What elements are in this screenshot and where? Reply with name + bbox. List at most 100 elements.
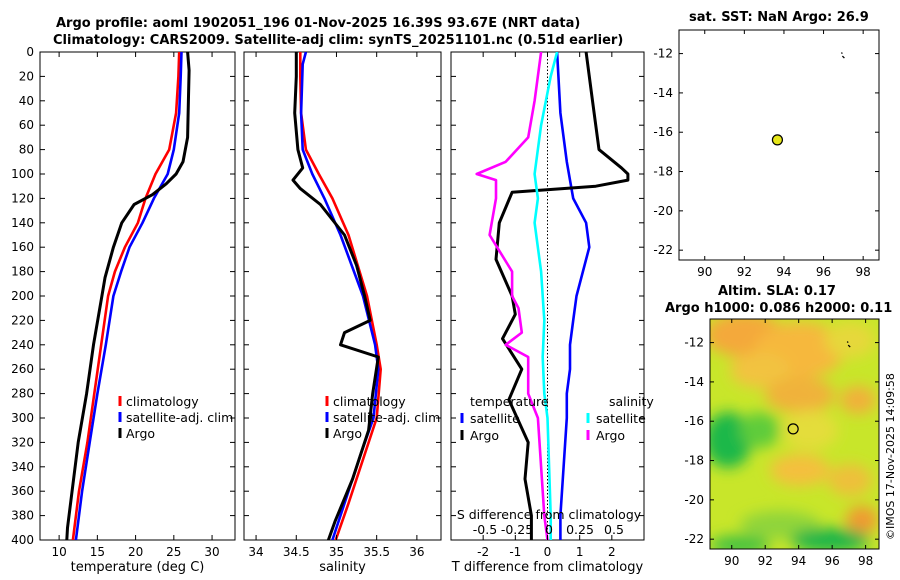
ytick-label: 100: [11, 167, 34, 181]
series-s-satellite: [533, 52, 559, 540]
xtick-label: 20: [128, 545, 143, 559]
series-argo: [291, 52, 380, 540]
difference-axes-frame: [450, 51, 645, 541]
map-ytick-label: -14: [653, 86, 673, 100]
sla-map-frame: [709, 318, 880, 550]
ytick-label: 280: [11, 387, 34, 401]
xtick-label: 10: [51, 545, 66, 559]
ytick-label: 300: [11, 411, 34, 425]
legend-label: satellite: [470, 411, 520, 426]
legend-title: salinity: [609, 394, 654, 409]
ytick-label: 0: [26, 45, 34, 59]
series-group: [291, 52, 383, 540]
legend-label: Argo: [596, 428, 625, 443]
legend-label: climatology: [333, 394, 406, 409]
map-xtick-label: 92: [737, 265, 752, 279]
ytick-label: 340: [11, 460, 34, 474]
x-axis-label: temperature (deg C): [71, 560, 205, 575]
salinity-difference-tick-label: 0: [545, 522, 553, 537]
ytick-label: 80: [19, 143, 34, 157]
series-group: [475, 52, 630, 540]
figure-title-line2: Climatology: CARS2009. Satellite-adj cli…: [53, 33, 624, 48]
map-ytick-label: -14: [684, 375, 704, 389]
ytick-label: 120: [11, 191, 34, 205]
map-xtick-label: 94: [791, 554, 806, 568]
xtick-label: 35.5: [363, 545, 390, 559]
sla-heatmap: [710, 319, 879, 549]
salinity-difference-axis-label: S difference from climatology: [457, 507, 642, 522]
series-argo: [65, 52, 191, 540]
ytick-label: 40: [19, 94, 34, 108]
ytick-label: 140: [11, 216, 34, 230]
legend-label: satellite-adj. clim: [126, 410, 233, 425]
map-ytick-label: -18: [684, 454, 704, 468]
legend-label: Argo: [126, 426, 155, 441]
xtick-label: 35: [329, 545, 344, 559]
xtick-label: 34.5: [283, 545, 310, 559]
map-xtick-label: 94: [776, 265, 791, 279]
series-t-satellite: [555, 52, 591, 540]
map-ytick-label: -12: [684, 336, 704, 350]
series-climatology: [71, 52, 181, 540]
legend-title: temperature: [470, 394, 549, 409]
map-ytick-label: -22: [653, 243, 673, 257]
map-ytick-label: -12: [653, 47, 673, 61]
map-xtick-label: 98: [856, 265, 871, 279]
legend-label: satellite-adj. clim: [333, 410, 440, 425]
temperature-axes-frame: [39, 51, 236, 541]
map-ytick-label: -20: [684, 493, 704, 507]
salinity-difference-tick-label: 0.5: [604, 522, 624, 537]
ytick-label: 180: [11, 265, 34, 279]
xtick-label: 15: [90, 545, 105, 559]
map-xtick-label: 96: [825, 554, 840, 568]
ytick-label: 20: [19, 69, 34, 83]
map-ytick-label: -16: [684, 414, 704, 428]
x-axis-label: T difference from climatology: [451, 560, 644, 575]
series-s-argo: [475, 52, 549, 540]
salinity-difference-tick-label: -0.25: [501, 522, 533, 537]
x-axis-label: salinity: [319, 560, 366, 575]
ytick-label: 160: [11, 240, 34, 254]
series-t-argo: [494, 52, 630, 540]
ytick-label: 320: [11, 435, 34, 449]
series-satellite-adj-clim: [74, 52, 183, 540]
legend-label: climatology: [126, 394, 199, 409]
map-xtick-label: 96: [816, 265, 831, 279]
xtick-label: 36: [409, 545, 424, 559]
map-ytick-label: -18: [653, 165, 673, 179]
xtick-label: -1: [509, 545, 521, 559]
legend-label: Argo: [333, 426, 362, 441]
ytick-label: 360: [11, 484, 34, 498]
xtick-label: 34: [248, 545, 263, 559]
ytick-label: 380: [11, 509, 34, 523]
xtick-label: 25: [166, 545, 181, 559]
legend-label: Argo: [470, 428, 499, 443]
island-mark: [846, 341, 851, 348]
sla-map-title-line1: Altim. SLA: 0.17: [718, 284, 836, 299]
float-position-marker: [787, 423, 799, 435]
xtick-label: 1: [576, 545, 584, 559]
salinity-axes-frame: [243, 51, 442, 541]
salinity-difference-tick-label: 0.25: [566, 522, 594, 537]
xtick-label: 2: [608, 545, 616, 559]
ytick-label: 260: [11, 362, 34, 376]
salinity-difference-tick-label: -0.5: [473, 522, 497, 537]
map-ytick-label: -22: [684, 532, 704, 546]
sst-map-title: sat. SST: NaN Argo: 26.9: [689, 10, 869, 25]
xtick-label: 0: [544, 545, 552, 559]
ytick-label: 60: [19, 118, 34, 132]
map-xtick-label: 90: [697, 265, 712, 279]
map-ytick-label: -20: [653, 204, 673, 218]
ytick-label: 240: [11, 338, 34, 352]
sla-map-title-line2: Argo h1000: 0.086 h2000: 0.11: [665, 301, 893, 316]
ytick-label: 400: [11, 533, 34, 547]
island-mark: [840, 52, 845, 59]
xtick-label: 30: [204, 545, 219, 559]
map-ytick-label: -16: [653, 125, 673, 139]
figure-title-line1: Argo profile: aoml 1902051_196 01-Nov-20…: [56, 16, 581, 31]
map-xtick-label: 92: [758, 554, 773, 568]
map-xtick-label: 90: [724, 554, 739, 568]
legend-label: satellite: [596, 411, 646, 426]
sla-heatmap-blobs: [710, 319, 878, 549]
